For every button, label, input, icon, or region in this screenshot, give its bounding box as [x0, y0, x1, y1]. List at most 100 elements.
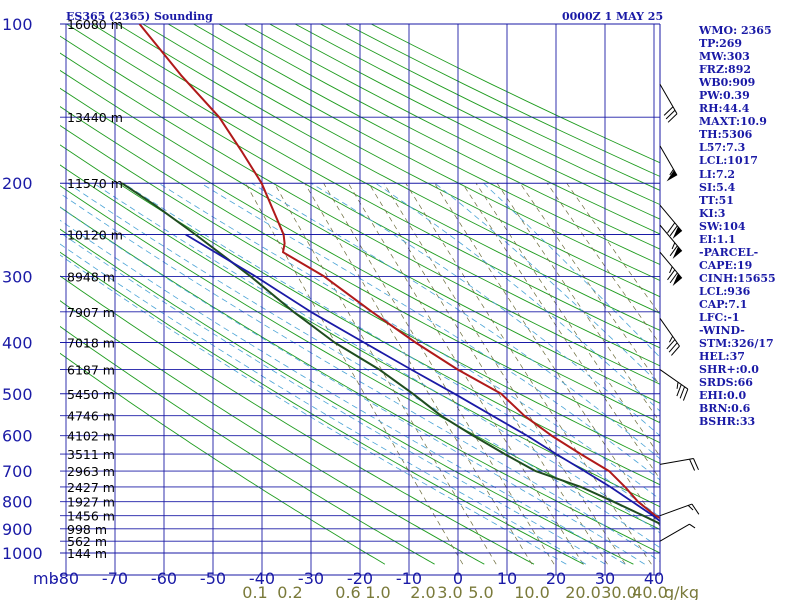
mixing-ratio-line [323, 183, 555, 565]
index-line: PW:0.39 [699, 89, 750, 103]
barb-shaft [659, 224, 683, 252]
index-line: BSHR:33 [699, 415, 756, 429]
height-label: 562 m [67, 534, 107, 549]
index-line: -PARCEL- [699, 245, 759, 259]
barb-feather [669, 272, 678, 284]
barb-feather [689, 523, 696, 529]
moist-adiabats [60, 182, 660, 565]
barb-feather [668, 336, 674, 343]
mixing-ratio-label: 10.0 [514, 583, 550, 600]
pressure-tick-label: 400 [2, 333, 33, 352]
barb-shaft [659, 317, 680, 347]
temperature-tick-label: 30 [595, 569, 615, 588]
index-line: STM:326/17 [699, 337, 774, 351]
moist-adiabat [60, 254, 567, 565]
mixing-ratio-label: 20.0 [565, 583, 601, 600]
index-line: TP:269 [699, 37, 743, 51]
pressure-tick-label: 100 [2, 15, 33, 34]
profiles [121, 24, 660, 525]
height-label: 998 m [67, 522, 107, 537]
mixing-ratio-label: 5.0 [468, 583, 493, 600]
moist-adiabat [60, 192, 660, 562]
mixing-ratio-label: 1.0 [365, 583, 390, 600]
height-label: 4102 m [67, 429, 115, 444]
temperature-tick-label: 20 [546, 569, 566, 588]
mixing-ratio-line [462, 183, 660, 480]
index-line: EI:1.1 [699, 232, 736, 246]
mixing-ratio-label: 30.0 [601, 583, 637, 600]
index-line: LCL:936 [699, 284, 751, 298]
barb-shaft [659, 503, 693, 517]
index-line: L57:7.3 [699, 141, 746, 155]
moist-adiabat [60, 231, 606, 565]
wind-barb [659, 224, 683, 259]
wind-barb [659, 251, 683, 286]
index-line: CAPE:19 [699, 258, 753, 272]
dry-adiabat [60, 144, 660, 486]
pressure-unit-label: mb [33, 569, 59, 588]
barb-feather [671, 345, 680, 356]
index-line: HEL:37 [699, 350, 745, 364]
mixing-ratio-label: 0.6 [335, 583, 360, 600]
index-line: CAP:7.1 [699, 297, 748, 311]
barb-feather [693, 458, 699, 470]
index-line: LI:7.2 [699, 167, 736, 181]
barb-feather [691, 503, 700, 515]
dry-adiabat [60, 87, 660, 424]
wind-barb [659, 317, 680, 356]
index-line: FRZ:892 [699, 63, 752, 77]
moist-adiabat [93, 182, 660, 534]
wind-barb [659, 458, 699, 471]
wind-barb [659, 145, 678, 182]
index-line: TT:51 [699, 193, 734, 207]
barb-shaft [659, 145, 678, 176]
height-label: 5450 m [67, 387, 115, 402]
barb-feather [682, 388, 689, 401]
height-label: 1456 m [67, 509, 115, 524]
temperature-tick-label: -50 [200, 569, 226, 588]
wind-barb [659, 503, 700, 517]
barb-feather [667, 269, 676, 281]
barb-feather [667, 222, 676, 234]
height-label: 7907 m [67, 305, 115, 320]
temperature-tick-label: 0 [453, 569, 463, 588]
barb-shaft [659, 369, 689, 390]
index-line: SW:104 [699, 219, 746, 233]
barb-feather [671, 242, 676, 250]
height-label: 7018 m [67, 335, 115, 350]
height-label: 10120 m [67, 228, 123, 243]
barb-feather [669, 245, 678, 257]
mixing-ratio-line [405, 183, 652, 565]
temperature-tick-label: 40 [644, 569, 664, 588]
dry-adiabats [60, 24, 660, 565]
mixing-ratio-line [383, 183, 626, 565]
dry-adiabat [91, 24, 660, 331]
index-line: KI:3 [699, 206, 726, 220]
temperature-tick-label: -70 [102, 569, 128, 588]
height-label: 16080 m [67, 17, 123, 32]
barb-pennant [672, 273, 682, 286]
height-label: 3511 m [67, 447, 115, 462]
pressure-tick-label: 500 [2, 385, 33, 404]
barb-shaft [659, 251, 683, 279]
dry-adiabat [117, 24, 660, 314]
dry-adiabat [60, 124, 660, 464]
dry-adiabat [66, 24, 660, 349]
index-line: BRN:0.6 [699, 402, 751, 416]
index-line: SHR+:0.0 [699, 363, 759, 377]
wind-barb [659, 369, 689, 401]
moist-adiabat [67, 182, 660, 549]
index-line: WMO: 2365 [699, 24, 772, 37]
mixing-ratio-label: 2.0 [410, 583, 435, 600]
barb-shaft [659, 204, 683, 232]
pressure-tick-label: 800 [2, 493, 33, 512]
barb-feather [663, 106, 674, 116]
barb-feather [689, 458, 696, 471]
barb-feather [687, 505, 694, 511]
dewpoint-profile [121, 182, 660, 525]
temperature-tick-label: -60 [151, 569, 177, 588]
index-line: MW:303 [699, 50, 750, 64]
mixing-ratio-line [347, 183, 584, 565]
mixing-ratio-unit: g/kg [664, 583, 699, 600]
